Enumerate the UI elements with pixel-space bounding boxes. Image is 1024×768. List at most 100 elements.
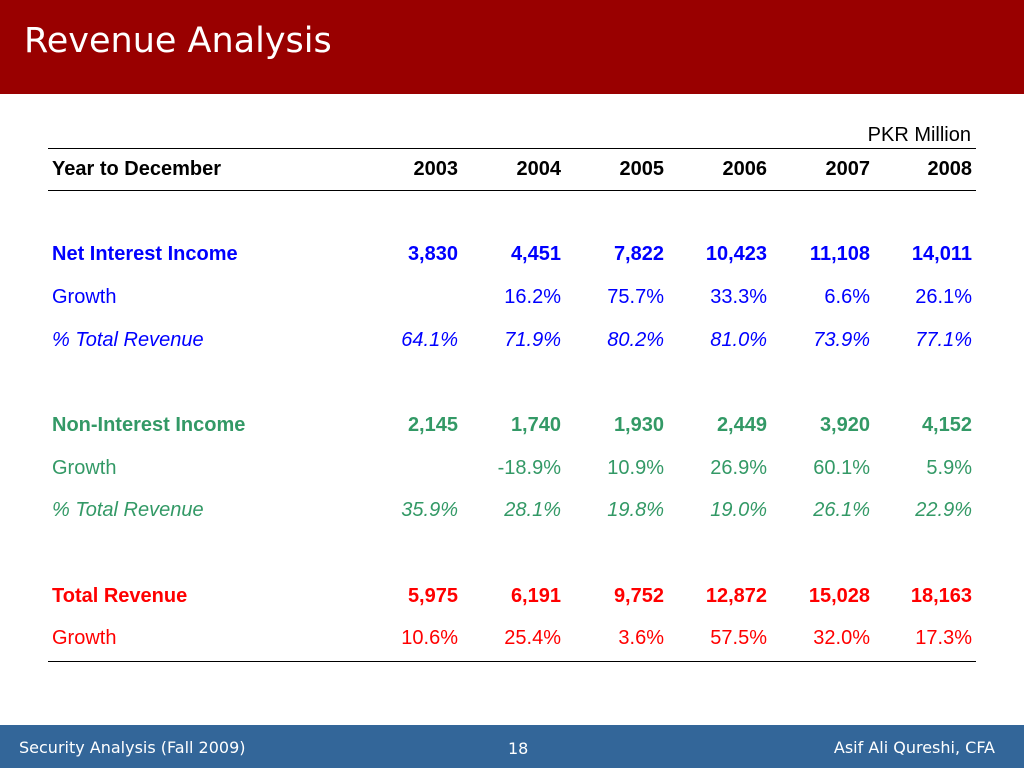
cell <box>668 532 771 575</box>
cell <box>374 276 462 319</box>
header-label: Year to December <box>52 157 221 180</box>
row-label <box>48 532 374 575</box>
cell <box>668 191 771 234</box>
page-number: 18 <box>508 739 529 758</box>
year-2003: 2003 <box>413 157 459 180</box>
year-2007: 2007 <box>825 157 871 180</box>
row-label: Growth <box>52 285 117 308</box>
cell: 4,451 <box>510 243 561 266</box>
cell: 6,191 <box>510 584 561 607</box>
cell: 64.1% <box>401 328 458 351</box>
cell: 75.7% <box>607 285 664 308</box>
cell: 81.0% <box>710 328 767 351</box>
row-label: % Total Revenue <box>52 499 204 522</box>
row-label: Total Revenue <box>52 584 188 607</box>
cell <box>374 447 462 490</box>
cell: 3,920 <box>819 413 870 436</box>
cell: 11,108 <box>809 243 870 266</box>
cell <box>874 361 976 404</box>
cell: 1,740 <box>510 413 561 436</box>
cell <box>874 191 976 234</box>
cell: 80.2% <box>607 328 664 351</box>
cell: 33.3% <box>710 285 767 308</box>
cell: 60.1% <box>813 456 870 479</box>
spacer-row <box>48 532 976 575</box>
cell: 4,152 <box>921 413 972 436</box>
cell: 9,752 <box>613 584 664 607</box>
row-label <box>48 191 374 234</box>
unit-label: PKR Million <box>867 124 971 146</box>
cell <box>565 361 668 404</box>
cell: 35.9% <box>401 499 458 522</box>
cell <box>462 191 565 234</box>
total-revenue-row: Total Revenue 5,975 6,191 9,752 12,872 1… <box>48 575 976 618</box>
cell: 1,930 <box>613 413 664 436</box>
table-bottom-rule <box>48 661 976 662</box>
cell: 5.9% <box>926 456 972 479</box>
cell <box>874 532 976 575</box>
non-interest-share-row: % Total Revenue 35.9% 28.1% 19.8% 19.0% … <box>48 490 976 533</box>
row-label: Non-Interest Income <box>52 413 246 436</box>
cell: 14,011 <box>911 243 972 266</box>
cell: 10.6% <box>401 627 458 650</box>
cell: 15,028 <box>808 584 870 607</box>
row-label: % Total Revenue <box>52 328 204 351</box>
cell: 19.8% <box>607 499 664 522</box>
year-2005: 2005 <box>619 157 665 180</box>
cell: 19.0% <box>710 499 767 522</box>
year-2008: 2008 <box>927 157 973 180</box>
cell: 57.5% <box>710 627 767 650</box>
cell: 7,822 <box>613 243 664 266</box>
cell <box>565 532 668 575</box>
cell <box>771 191 874 234</box>
cell <box>565 191 668 234</box>
total-revenue-growth-row: Growth 10.6% 25.4% 3.6% 57.5% 32.0% 17.3… <box>48 618 976 661</box>
cell: 16.2% <box>504 285 561 308</box>
footer-course: Security Analysis (Fall 2009) <box>19 738 246 757</box>
cell <box>462 532 565 575</box>
cell: 26.1% <box>813 499 870 522</box>
cell: 3.6% <box>618 627 664 650</box>
net-interest-share-row: % Total Revenue 64.1% 71.9% 80.2% 81.0% … <box>48 319 976 362</box>
cell: 25.4% <box>504 627 561 650</box>
cell: 6.6% <box>824 285 870 308</box>
cell <box>374 191 462 234</box>
table-top-rule <box>48 148 976 149</box>
cell: 3,830 <box>407 243 458 266</box>
cell: 71.9% <box>504 328 561 351</box>
cell: 28.1% <box>504 499 561 522</box>
year-2006: 2006 <box>722 157 768 180</box>
cell: 10.9% <box>607 456 664 479</box>
spacer-row <box>48 361 976 404</box>
spacer-row <box>48 191 976 234</box>
header-bottom-rule <box>48 190 976 191</box>
cell: 26.9% <box>710 456 767 479</box>
cell <box>462 361 565 404</box>
table-header-row: Year to December 2003 2004 2005 2006 200… <box>48 148 976 191</box>
cell: -18.9% <box>497 456 561 479</box>
non-interest-growth-row: Growth -18.9% 10.9% 26.9% 60.1% 5.9% <box>48 447 976 490</box>
row-label: Net Interest Income <box>52 243 238 266</box>
cell: 77.1% <box>915 328 972 351</box>
cell <box>668 361 771 404</box>
cell: 18,163 <box>910 584 972 607</box>
cell: 2,449 <box>716 413 767 436</box>
net-interest-income-row: Net Interest Income 3,830 4,451 7,822 10… <box>48 233 976 276</box>
row-label <box>48 361 374 404</box>
footer-author: Asif Ali Qureshi, CFA <box>833 738 995 757</box>
cell <box>771 532 874 575</box>
title-bar: Revenue Analysis <box>0 0 1024 94</box>
cell: 12,872 <box>705 584 767 607</box>
non-interest-income-row: Non-Interest Income 2,145 1,740 1,930 2,… <box>48 404 976 447</box>
cell: 10,423 <box>705 243 767 266</box>
revenue-table: Year to December 2003 2004 2005 2006 200… <box>48 148 976 660</box>
cell: 32.0% <box>813 627 870 650</box>
cell: 2,145 <box>407 413 458 436</box>
row-label: Growth <box>52 456 117 479</box>
cell: 73.9% <box>813 328 870 351</box>
cell <box>374 361 462 404</box>
year-2004: 2004 <box>516 157 562 180</box>
net-interest-growth-row: Growth 16.2% 75.7% 33.3% 6.6% 26.1% <box>48 276 976 319</box>
cell: 26.1% <box>915 285 972 308</box>
cell <box>374 532 462 575</box>
